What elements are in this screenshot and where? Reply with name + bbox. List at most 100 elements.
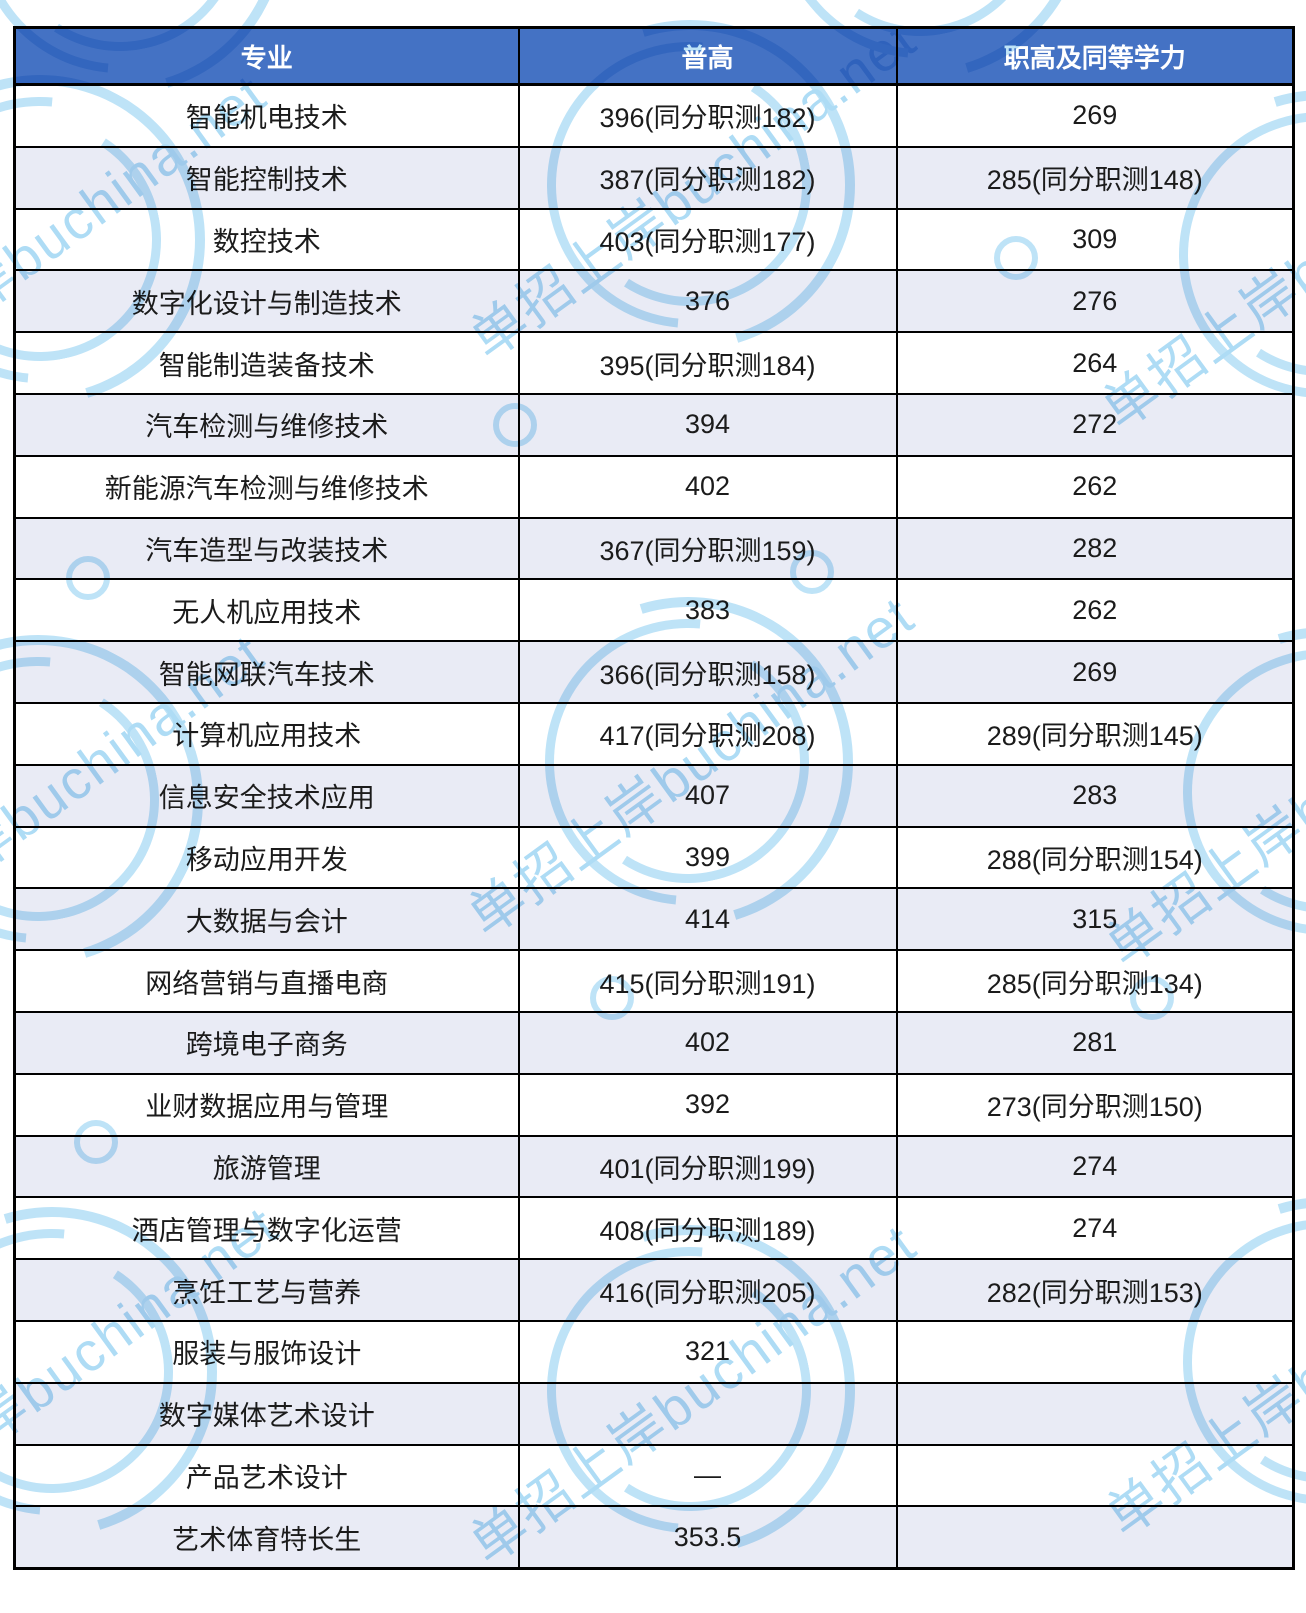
major-cell: 汽车造型与改装技术	[13, 516, 520, 581]
putong-cell: —	[517, 1443, 898, 1508]
table-row: 智能控制技术 387(同分职测182) 285(同分职测148)	[13, 145, 1295, 210]
major-cell: 移动应用开发	[13, 825, 520, 890]
vocational-cell	[895, 1505, 1295, 1570]
admission-score-table: 专业 普高 职高及同等学力 智能机电技术 396(同分职测182) 269 智能控制技…	[13, 26, 1295, 1571]
vocational-cell: 309	[895, 207, 1295, 272]
putong-cell: 321	[517, 1319, 898, 1384]
major-cell: 业财数据应用与管理	[13, 1072, 520, 1137]
major-cell: 数字媒体艺术设计	[13, 1381, 520, 1446]
major-cell: 网络营销与直播电商	[13, 949, 520, 1013]
vocational-cell: 274	[895, 1134, 1295, 1199]
table-row: 网络营销与直播电商 415(同分职测191) 285(同分职测134)	[13, 949, 1295, 1013]
table-row: 移动应用开发 399 288(同分职测154)	[13, 825, 1295, 890]
table-row: 业财数据应用与管理 392 273(同分职测150)	[13, 1072, 1295, 1137]
vocational-cell: 264	[895, 331, 1295, 395]
vocational-cell: 269	[895, 640, 1295, 704]
putong-cell: 407	[517, 763, 898, 828]
table-row: 跨境电子商务 402 281	[13, 1010, 1295, 1075]
table-row: 数字化设计与制造技术 376 276	[13, 269, 1295, 334]
table-row: 旅游管理 401(同分职测199) 274	[13, 1134, 1295, 1199]
major-cell: 智能机电技术	[13, 83, 520, 148]
major-cell: 艺术体育特长生	[13, 1505, 520, 1570]
putong-cell: 366(同分职测158)	[517, 640, 898, 704]
putong-cell: 416(同分职测205)	[517, 1258, 898, 1322]
table-row: 艺术体育特长生 353.5	[13, 1505, 1295, 1570]
major-cell: 新能源汽车检测与维修技术	[13, 454, 520, 519]
putong-cell: 408(同分职测189)	[517, 1196, 898, 1261]
table-row: 大数据与会计 414 315	[13, 887, 1295, 952]
major-cell: 跨境电子商务	[13, 1010, 520, 1075]
putong-cell: 414	[517, 887, 898, 952]
score-table-container: 专业 普高 职高及同等学力 智能机电技术 396(同分职测182) 269 智能控制技…	[13, 26, 1295, 1571]
vocational-cell: 273(同分职测150)	[895, 1072, 1295, 1137]
table-row: 酒店管理与数字化运营 408(同分职测189) 274	[13, 1196, 1295, 1261]
major-cell: 旅游管理	[13, 1134, 520, 1199]
major-cell: 智能控制技术	[13, 145, 520, 210]
vocational-cell: 276	[895, 269, 1295, 334]
table-row: 数字媒体艺术设计	[13, 1381, 1295, 1446]
major-cell: 无人机应用技术	[13, 578, 520, 643]
putong-cell: 387(同分职测182)	[517, 145, 898, 210]
major-cell: 数字化设计与制造技术	[13, 269, 520, 334]
vocational-cell	[895, 1443, 1295, 1508]
putong-cell: 403(同分职测177)	[517, 207, 898, 272]
major-cell: 产品艺术设计	[13, 1443, 520, 1508]
vocational-cell	[895, 1381, 1295, 1446]
table-row: 信息安全技术应用 407 283	[13, 763, 1295, 828]
putong-cell: 383	[517, 578, 898, 643]
vocational-cell: 315	[895, 887, 1295, 952]
table-row: 数控技术 403(同分职测177) 309	[13, 207, 1295, 272]
major-cell: 服装与服饰设计	[13, 1319, 520, 1384]
table-row: 产品艺术设计 —	[13, 1443, 1295, 1508]
putong-cell: 395(同分职测184)	[517, 331, 898, 395]
major-cell: 汽车检测与维修技术	[13, 392, 520, 457]
vocational-cell	[895, 1319, 1295, 1384]
putong-cell: 402	[517, 454, 898, 519]
vocational-cell: 282	[895, 516, 1295, 581]
table-row: 烹饪工艺与营养 416(同分职测205) 282(同分职测153)	[13, 1258, 1295, 1322]
major-cell: 智能制造装备技术	[13, 331, 520, 395]
putong-cell: 401(同分职测199)	[517, 1134, 898, 1199]
putong-cell: 417(同分职测208)	[517, 701, 898, 766]
vocational-cell: 262	[895, 454, 1295, 519]
putong-cell: 394	[517, 392, 898, 457]
table-row: 汽车造型与改装技术 367(同分职测159) 282	[13, 516, 1295, 581]
putong-cell: 399	[517, 825, 898, 890]
table-row: 新能源汽车检测与维修技术 402 262	[13, 454, 1295, 519]
table-row: 服装与服饰设计 321	[13, 1319, 1295, 1384]
table-row: 智能机电技术 396(同分职测182) 269	[13, 83, 1295, 148]
table-row: 智能制造装备技术 395(同分职测184) 264	[13, 331, 1295, 395]
vocational-cell: 285(同分职测148)	[895, 145, 1295, 210]
putong-cell: 415(同分职测191)	[517, 949, 898, 1013]
table-row: 计算机应用技术 417(同分职测208) 289(同分职测145)	[13, 701, 1295, 766]
vocational-cell: 285(同分职测134)	[895, 949, 1295, 1013]
table-row: 汽车检测与维修技术 394 272	[13, 392, 1295, 457]
putong-cell: 367(同分职测159)	[517, 516, 898, 581]
major-cell: 数控技术	[13, 207, 520, 272]
table-header-row: 专业 普高 职高及同等学力	[13, 26, 1295, 86]
major-cell: 计算机应用技术	[13, 701, 520, 766]
vocational-cell: 288(同分职测154)	[895, 825, 1295, 890]
putong-cell: 353.5	[517, 1505, 898, 1570]
vocational-cell: 281	[895, 1010, 1295, 1075]
putong-cell	[517, 1381, 898, 1446]
putong-cell: 376	[517, 269, 898, 334]
column-header-major: 专业	[13, 26, 520, 86]
vocational-cell: 289(同分职测145)	[895, 701, 1295, 766]
vocational-cell: 269	[895, 83, 1295, 148]
putong-cell: 402	[517, 1010, 898, 1075]
major-cell: 烹饪工艺与营养	[13, 1258, 520, 1322]
vocational-cell: 262	[895, 578, 1295, 643]
vocational-cell: 283	[895, 763, 1295, 828]
putong-cell: 396(同分职测182)	[517, 83, 898, 148]
vocational-cell: 272	[895, 392, 1295, 457]
table-row: 智能网联汽车技术 366(同分职测158) 269	[13, 640, 1295, 704]
vocational-cell: 282(同分职测153)	[895, 1258, 1295, 1322]
putong-cell: 392	[517, 1072, 898, 1137]
vocational-cell: 274	[895, 1196, 1295, 1261]
major-cell: 信息安全技术应用	[13, 763, 520, 828]
major-cell: 大数据与会计	[13, 887, 520, 952]
major-cell: 智能网联汽车技术	[13, 640, 520, 704]
table-body: 智能机电技术 396(同分职测182) 269 智能控制技术 387(同分职测182) 2…	[13, 83, 1295, 1570]
column-header-vocational: 职高及同等学力	[895, 26, 1295, 86]
